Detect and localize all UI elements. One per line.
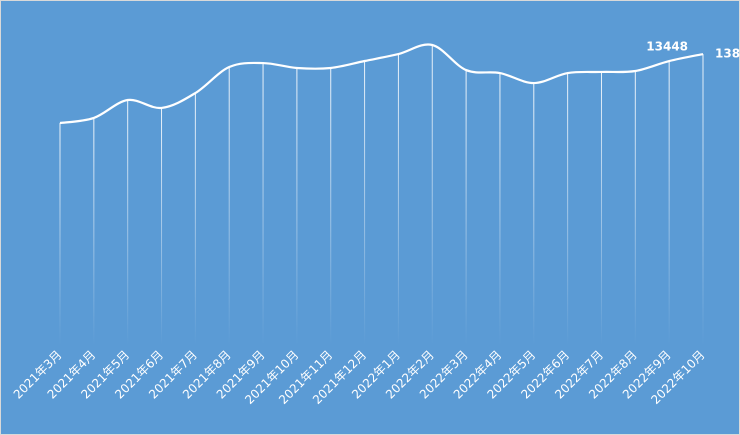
data-label: 13448	[646, 40, 688, 54]
drop-line	[533, 83, 535, 345]
line	[59, 43, 704, 125]
drop-line	[499, 73, 501, 346]
drop-line	[600, 71, 602, 346]
drop-line	[397, 54, 399, 345]
drop-line	[364, 61, 366, 345]
drop-line	[161, 107, 163, 345]
drop-line	[127, 100, 129, 345]
drop-line	[634, 71, 636, 345]
drop-line	[330, 67, 332, 345]
drop-line	[296, 67, 298, 345]
drop-line	[668, 61, 670, 345]
drop-line	[93, 117, 95, 345]
drop-line	[194, 93, 196, 345]
drop-line	[262, 63, 264, 346]
drop-line	[228, 67, 230, 345]
drop-line	[465, 70, 467, 345]
data-label: 13819	[715, 47, 740, 61]
drop-line	[431, 45, 433, 345]
drop-line	[59, 123, 61, 345]
drop-line	[567, 73, 569, 346]
drop-line	[702, 54, 704, 345]
